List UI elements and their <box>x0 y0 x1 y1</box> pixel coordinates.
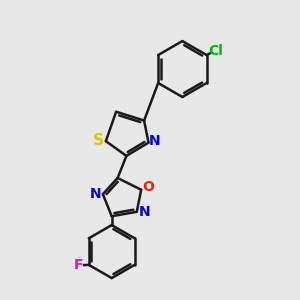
Text: N: N <box>149 134 161 148</box>
Text: F: F <box>74 258 83 272</box>
Text: N: N <box>90 187 101 201</box>
Text: O: O <box>142 180 154 194</box>
Text: Cl: Cl <box>208 44 224 58</box>
Text: N: N <box>138 206 150 219</box>
Text: S: S <box>93 133 104 148</box>
